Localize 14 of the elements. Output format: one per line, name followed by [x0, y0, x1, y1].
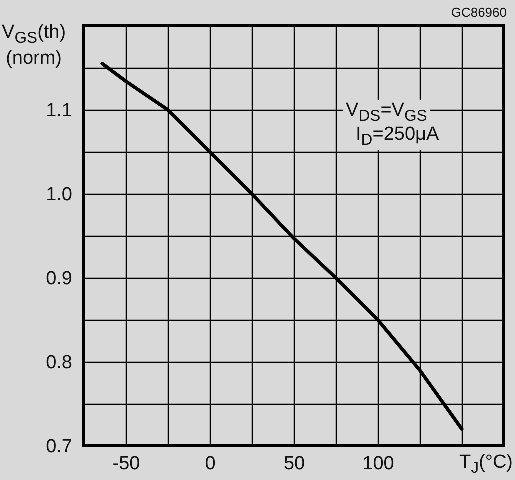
annotation: V$_{DS}$=V$_{GS}$	[343, 100, 430, 126]
y-axis-title: V$_{GS}$(th) (norm)	[2, 22, 66, 70]
x-tick-label: 100	[362, 454, 394, 474]
y-tick-label: 0.8	[46, 352, 72, 374]
y-tick-label: 1.1	[46, 100, 72, 122]
x-axis-title: T$_{J}$(°C)	[459, 452, 513, 478]
text: GC86960	[451, 5, 507, 21]
y-tick-label: 0.9	[46, 268, 72, 290]
x-tick-label: -50	[112, 454, 140, 474]
y-tick-label: 0.7	[46, 436, 72, 458]
x-tick-label: 0	[205, 454, 216, 474]
annotation: I$_{D}$=250μA	[353, 124, 442, 150]
y-tick-label: 1.0	[46, 184, 72, 206]
x-tick-label: 50	[284, 454, 306, 474]
